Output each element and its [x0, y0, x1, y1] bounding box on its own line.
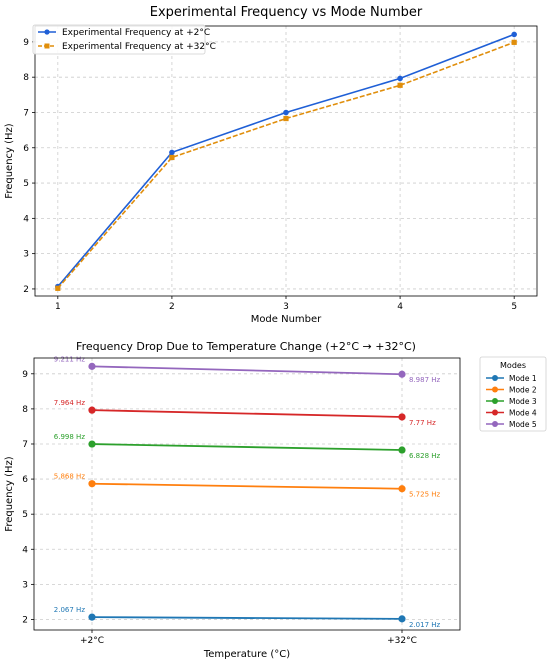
data-point-32c [283, 115, 289, 122]
legend-mode-4-label: Mode 4 [509, 409, 537, 418]
legend-label-2c: Experimental Frequency at +2°C [62, 28, 210, 38]
chart1-xtick-label: 5 [511, 302, 517, 312]
chart1-ytick-label: 7 [23, 108, 29, 118]
legend-marker-32c [44, 43, 50, 49]
mode-3-line [91, 443, 403, 451]
chart2-ytick-label: 5 [22, 510, 28, 520]
chart1-ytick-label: 2 [23, 285, 29, 295]
mode-4-point-32c [398, 413, 406, 421]
mode-2-point-32c [398, 485, 406, 493]
chart1-grid [35, 26, 537, 296]
chart2-xlabel: Temperature (°C) [203, 649, 290, 660]
chart1-xtick-label: 2 [169, 302, 175, 312]
legend-mode-1-label: Mode 1 [509, 374, 537, 383]
mode-3-point-32c [398, 446, 406, 454]
chart1-xtick-label: 4 [397, 302, 403, 312]
chart2-legend-items: Mode 1 Mode 2 Mode 3 Mode 4 Mode 5 [486, 374, 537, 429]
chart1-legend-box [32, 24, 206, 55]
mode-4-label-32c: 7.77 Hz [409, 419, 436, 427]
data-point-32c [397, 82, 403, 88]
chart1-ytick-label: 9 [23, 38, 29, 48]
chart1-ylabel: Frequency (Hz) [4, 123, 15, 199]
mode-3-point-2c [88, 440, 96, 448]
chart2-ytick-label: 9 [22, 370, 28, 380]
chart1-ytick-label: 4 [23, 214, 29, 224]
data-point-32c [511, 39, 517, 45]
chart1-ytick-label: 5 [23, 179, 29, 189]
legend-mode-2-label: Mode 2 [509, 386, 537, 395]
mode-2-line [91, 482, 403, 490]
mode-5-point-32c [398, 370, 406, 378]
data-point-32c [169, 154, 175, 161]
mode-5-label-32c: 8.987 Hz [409, 376, 441, 384]
legend-label-32c: Experimental Frequency at +32°C [62, 42, 216, 52]
chart-frequency-vs-mode: Experimental Frequency vs Mode Number 2 3… [4, 5, 538, 325]
chart2-ytick-label: 4 [22, 545, 28, 555]
legend-mode-3-label: Mode 3 [509, 397, 537, 406]
mode-1-label-32c: 2.017 Hz [409, 621, 441, 629]
mode-3-label-32c: 6.828 Hz [409, 452, 441, 460]
chart1-ytick-label: 3 [23, 250, 29, 260]
chart2-plot-frame [33, 357, 461, 631]
chart2-legend-title: Modes [500, 361, 526, 370]
chart1-ytick-label: 8 [23, 73, 29, 83]
chart1-xtick-label: 3 [283, 302, 289, 312]
chart2-ytick-label: 7 [22, 440, 28, 450]
mode-5-point-2c [88, 362, 96, 370]
chart-frequency-drop: Frequency Drop Due to Temperature Change… [4, 340, 547, 660]
chart1-series [55, 31, 517, 291]
chart2-ytick-label: 8 [22, 405, 28, 415]
chart1-legend: Experimental Frequency at +2°C Experimen… [32, 24, 216, 55]
mode-2-point-2c [88, 480, 96, 488]
mode-1-line [91, 616, 403, 620]
chart1-ticks: 2 3 4 5 6 7 8 9 1 2 3 4 5 [23, 38, 517, 312]
mode-2-label-32c: 5.725 Hz [409, 491, 441, 499]
legend-mode-5-marker [492, 421, 498, 427]
chart1-xtick-label: 1 [55, 302, 61, 312]
data-point-2c [511, 31, 517, 38]
legend-mode-4-marker [492, 409, 498, 416]
chart2-ylabel: Frequency (Hz) [4, 456, 15, 532]
data-point-32c [55, 285, 61, 291]
mode-4-point-2c [88, 406, 96, 414]
data-point-2c [169, 149, 175, 156]
mode-1-point-32c [398, 615, 406, 623]
legend-marker-2c [44, 29, 50, 35]
chart2-series: 2.067 Hz 2.017 Hz 5.868 Hz 5.725 Hz 6.998 Hz… [54, 355, 441, 628]
chart2-ytick-label: 3 [22, 580, 28, 590]
legend-mode-1-marker [492, 375, 498, 381]
mode-1-point-2c [88, 613, 96, 621]
chart2-ytick-label: 6 [22, 475, 28, 485]
legend-mode-2-marker [492, 386, 498, 393]
chart2-xtick-label: +2°C [80, 636, 104, 646]
data-point-2c [397, 75, 403, 82]
chart1-title: Experimental Frequency vs Mode Number [150, 5, 423, 20]
chart2-title: Frequency Drop Due to Temperature Change… [76, 340, 416, 353]
mode-2-label-2c: 5.868 Hz [54, 473, 86, 481]
mode-1-label-2c: 2.067 Hz [54, 606, 86, 614]
data-point-2c [283, 109, 289, 116]
legend-mode-3-marker [492, 398, 498, 404]
chart1-ytick-label: 6 [23, 144, 29, 154]
mode-4-label-2c: 7.964 Hz [54, 399, 86, 407]
legend-mode-5-label: Mode 5 [509, 420, 537, 429]
chart2-legend: Modes Mode 1 Mode 2 Mode 3 Mode 4 Mode 5 [479, 356, 547, 432]
chart2-ticks: 2 3 4 5 6 7 8 9 +2°C +32°C [22, 370, 417, 646]
mode-4-line [91, 409, 403, 418]
mode-5-line [91, 365, 403, 376]
chart2-grid [34, 358, 460, 630]
mode-3-label-2c: 6.998 Hz [54, 433, 86, 441]
chart1-xlabel: Mode Number [251, 314, 322, 325]
chart2-xtick-label: +32°C [387, 636, 417, 646]
mode-5-label-2c: 9.211 Hz [54, 355, 86, 363]
chart2-ytick-label: 2 [22, 615, 28, 625]
